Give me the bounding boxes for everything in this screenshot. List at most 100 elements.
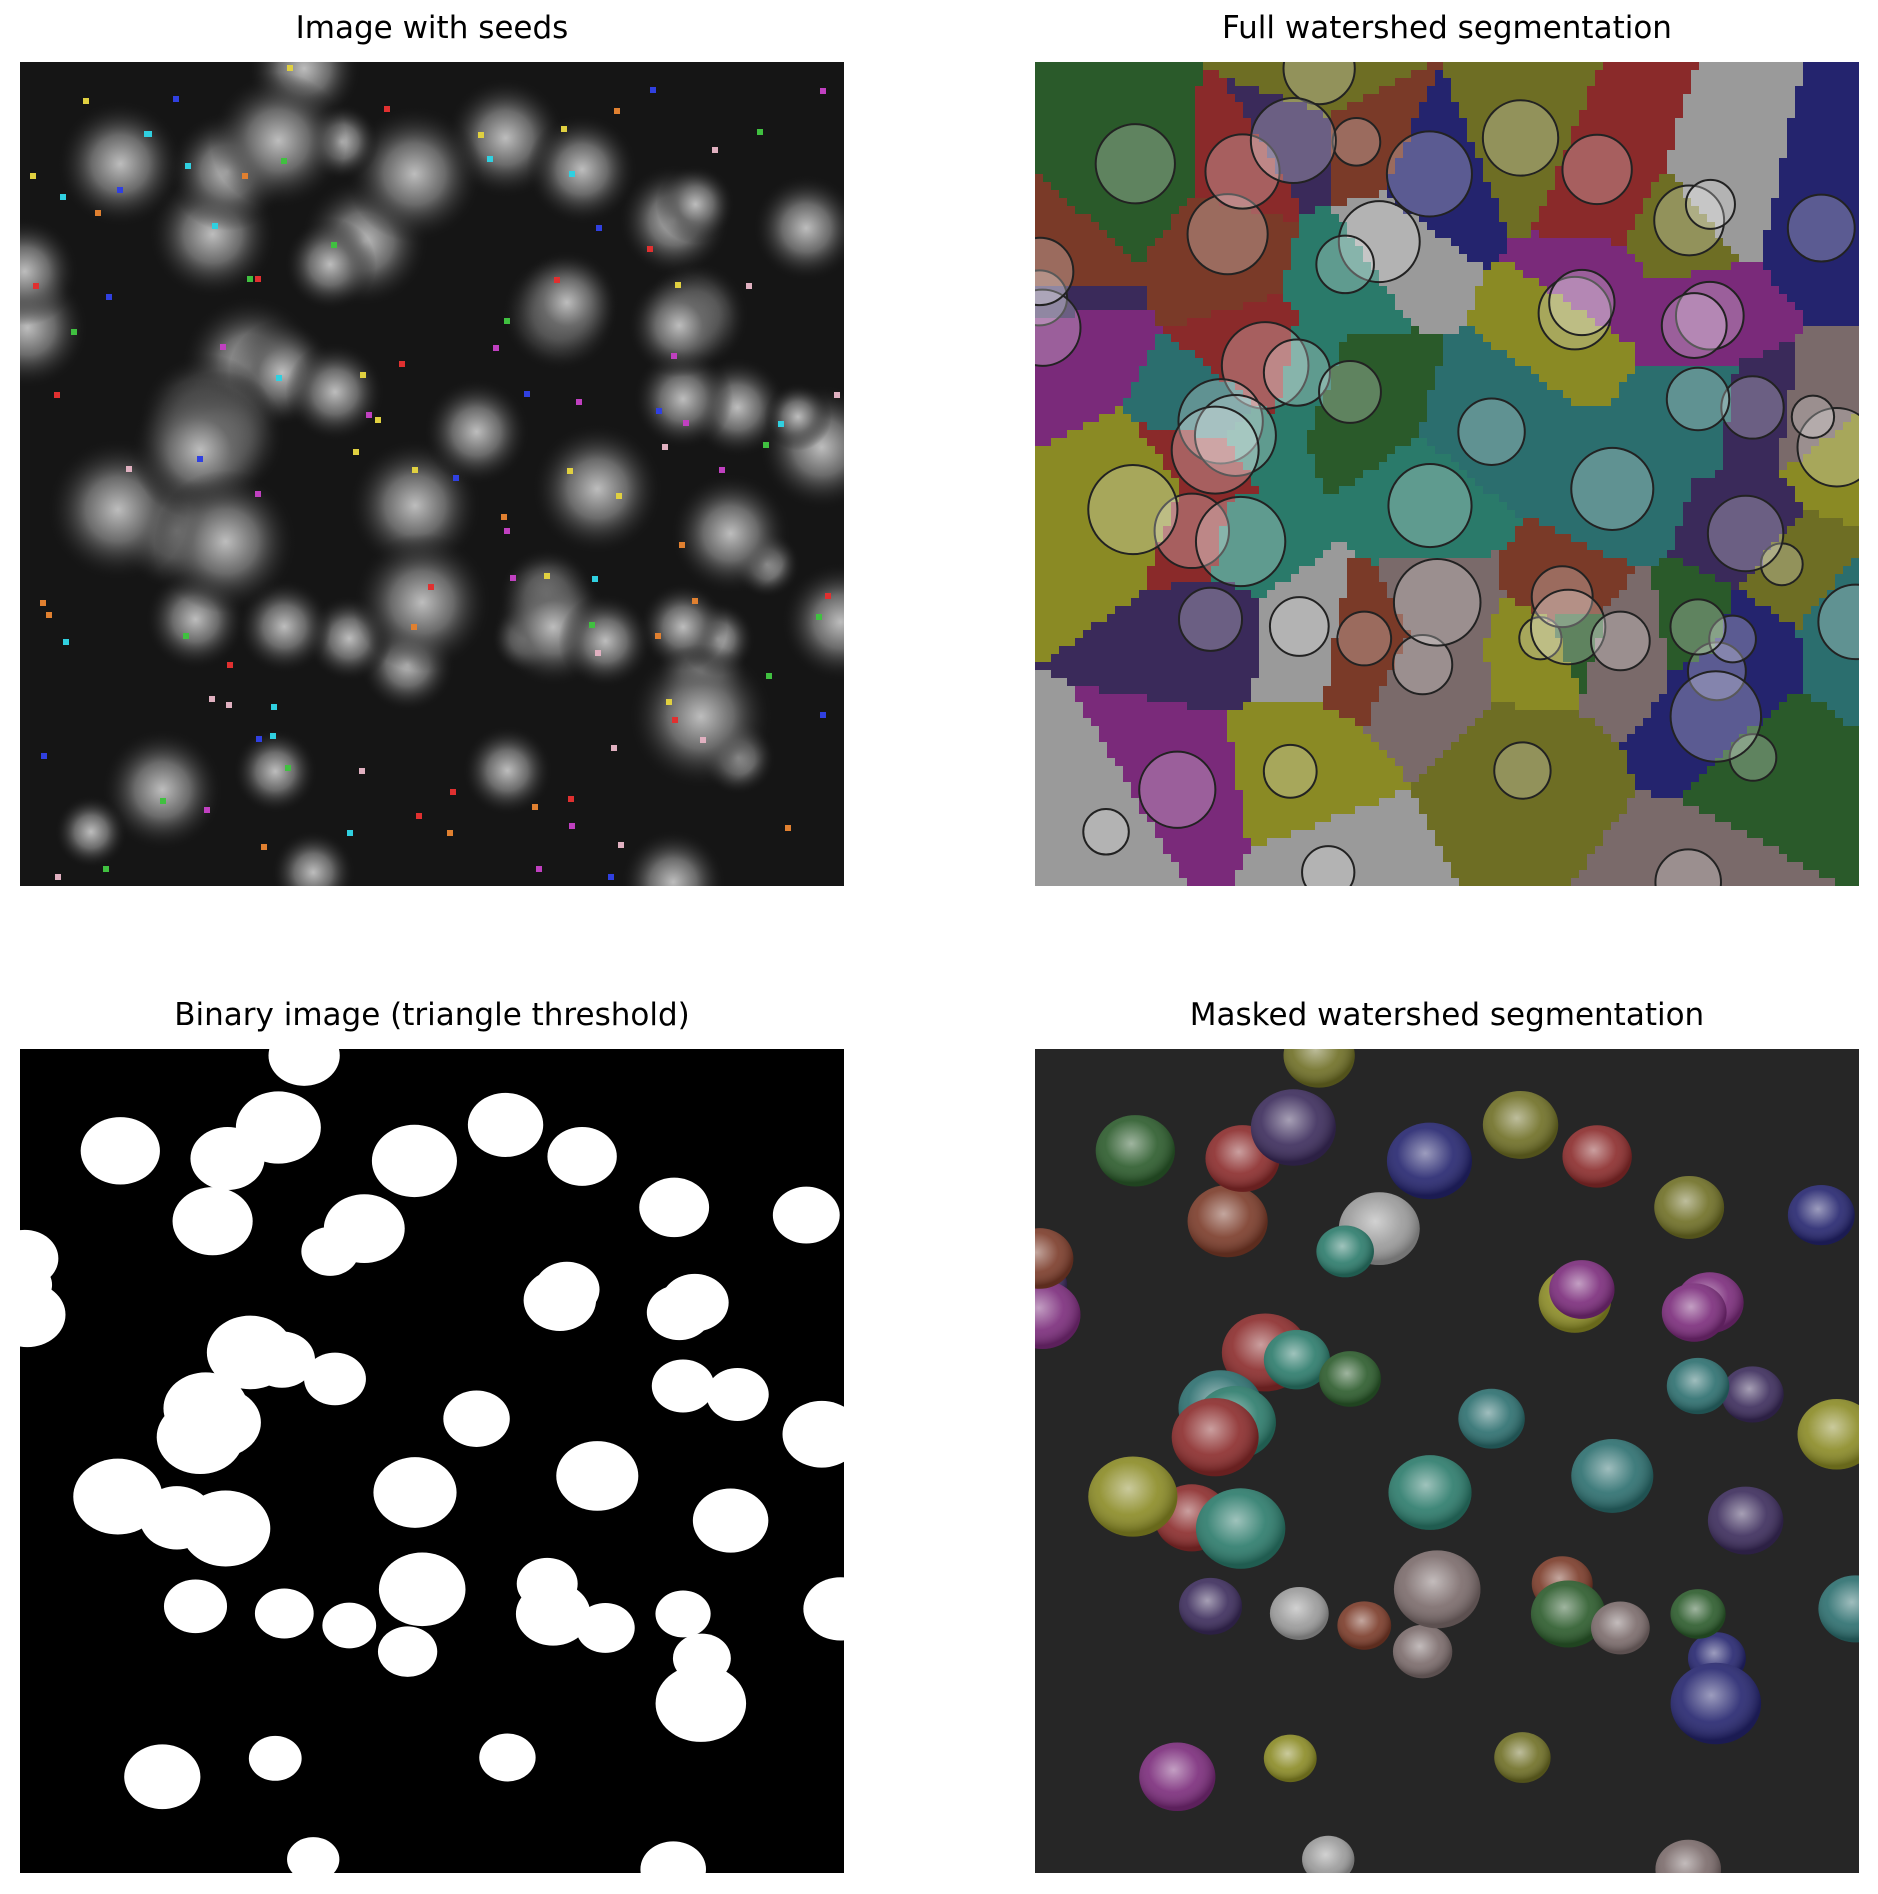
segment-cell [1443, 62, 1451, 70]
segment-cell [1051, 334, 1059, 342]
segment-cell [1059, 358, 1067, 366]
segment-cell [1707, 302, 1715, 310]
segment-cell [1675, 254, 1683, 262]
segment-cell [1587, 78, 1595, 86]
segment-cell [1307, 246, 1315, 254]
segment-cell [1123, 422, 1131, 430]
segment-cell [1171, 238, 1179, 246]
segment-cell [1171, 374, 1179, 382]
segment-cell [1291, 254, 1299, 262]
segment-cell [1555, 262, 1563, 270]
segment-cell [1515, 238, 1523, 246]
segment-cell [1707, 206, 1715, 214]
segment-cell [1803, 390, 1811, 398]
segment-cell [1771, 222, 1779, 230]
segment-cell [1531, 342, 1539, 350]
segment-cell [1411, 286, 1419, 294]
segment-cell [1827, 302, 1835, 310]
segment-cell [1259, 238, 1267, 246]
segment-cell [1827, 310, 1835, 318]
segment-cell [1699, 350, 1707, 358]
segment-cell [1323, 406, 1331, 414]
segment-cell [1403, 310, 1411, 318]
segment-cell [1291, 286, 1299, 294]
segment-cell [1691, 134, 1699, 142]
segment-cell [1115, 214, 1123, 222]
segment-cell [1483, 214, 1491, 222]
segment-cell [1219, 70, 1227, 78]
segment-cell [1587, 206, 1595, 214]
seeds-image [20, 62, 844, 886]
seed-marker [524, 391, 530, 397]
segment-cell [1139, 262, 1147, 270]
segment-cell [1235, 230, 1243, 238]
segment-cell [1211, 198, 1219, 206]
segment-cell [1723, 398, 1731, 406]
segment-cell [1811, 318, 1819, 326]
segment-cell [1523, 238, 1531, 246]
segment-cell [1619, 174, 1627, 182]
segment-cell [1675, 414, 1683, 422]
segment-cell [1667, 70, 1675, 78]
segment-cell [1323, 86, 1331, 94]
segment-cell [1275, 374, 1283, 382]
segment-cell [1387, 302, 1395, 310]
segment-cell [1667, 302, 1675, 310]
segment-cell [1283, 222, 1291, 230]
segment-cell [1659, 350, 1667, 358]
segment-cell [1267, 214, 1275, 222]
segment-cell [1347, 414, 1355, 422]
segment-cell [1635, 254, 1643, 262]
segment-cell [1283, 190, 1291, 198]
segment-cell [1531, 70, 1539, 78]
segment-cell [1259, 358, 1267, 366]
seed-marker [820, 88, 826, 94]
segment-cell [1347, 358, 1355, 366]
segment-cell [1707, 62, 1715, 70]
segment-cell [1355, 206, 1363, 214]
seed-marker [719, 467, 725, 473]
segment-cell [1739, 334, 1747, 342]
segment-cell [1803, 358, 1811, 366]
segment-cell [1499, 334, 1507, 342]
segment-cell [1547, 414, 1555, 422]
segment-cell [1123, 182, 1131, 190]
segment-cell [1067, 286, 1075, 294]
segment-cell [1491, 62, 1499, 70]
segment-cell [1107, 294, 1115, 302]
segment-cell [1115, 86, 1123, 94]
segment-cell [1595, 342, 1603, 350]
segment-cell [1635, 430, 1643, 438]
segment-cell [1483, 246, 1491, 254]
segment-cell [1059, 326, 1067, 334]
segment-cell [1603, 390, 1611, 398]
segment-cell [1675, 238, 1683, 246]
segment-cell [1555, 102, 1563, 110]
segment-cell [1355, 70, 1363, 78]
segment-cell [1243, 158, 1251, 166]
segment-cell [1827, 382, 1835, 390]
segment-cell [1483, 318, 1491, 326]
segment-cell [1587, 270, 1595, 278]
segment-cell [1459, 326, 1467, 334]
segment-cell [1811, 350, 1819, 358]
segment-cell [1387, 182, 1395, 190]
segment-cell [1059, 206, 1067, 214]
segment-cell [1819, 150, 1827, 158]
segment-cell [1315, 206, 1323, 214]
segment-cell [1475, 110, 1483, 118]
segment-cell [1507, 214, 1515, 222]
segment-cell [1699, 398, 1707, 406]
segment-cell [1331, 406, 1339, 414]
segment-cell [1675, 150, 1683, 158]
cell-blob [627, 273, 732, 378]
segment-cell [1179, 254, 1187, 262]
segment-cell [1419, 406, 1427, 414]
segment-cell [1683, 86, 1691, 94]
segment-cell [1419, 230, 1427, 238]
segment-cell [1107, 366, 1115, 374]
segment-cell [1243, 382, 1251, 390]
segment-cell [1651, 414, 1659, 422]
segment-cell [1803, 86, 1811, 94]
segment-cell [1851, 102, 1859, 110]
